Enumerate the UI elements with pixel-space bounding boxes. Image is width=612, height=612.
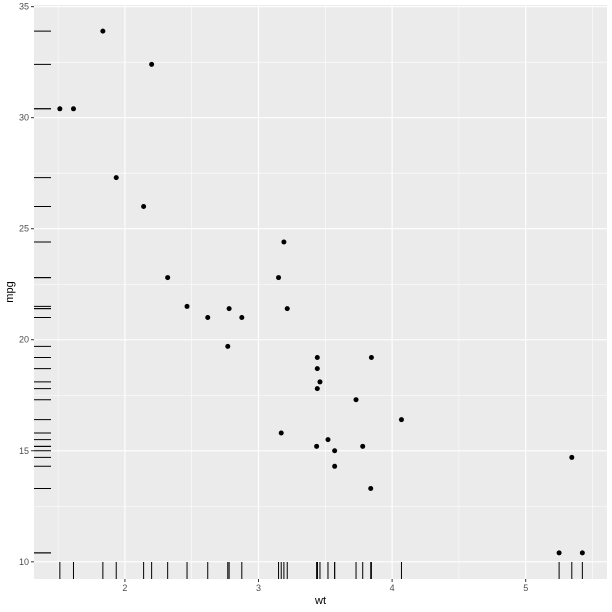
y-tick-labels: 10 15 20 25 30 35 [19, 2, 29, 567]
x-axis-title: wt [314, 595, 326, 607]
data-point [332, 463, 338, 469]
x-tick-label: 2 [122, 583, 127, 593]
data-point [332, 448, 338, 454]
x-tick-label: 5 [523, 583, 528, 593]
data-point [205, 315, 211, 321]
y-tick-label: 35 [19, 2, 29, 12]
data-point [353, 397, 359, 403]
major-gridlines [34, 5, 607, 579]
minor-gridlines [34, 5, 607, 579]
data-point [368, 486, 374, 492]
data-point [314, 443, 320, 449]
data-point [113, 175, 119, 181]
axis-ticks [31, 6, 527, 582]
data-point [70, 106, 76, 112]
data-point [141, 204, 147, 210]
data-point [100, 28, 106, 34]
data-point [317, 379, 323, 385]
data-point [325, 437, 331, 443]
data-point [278, 430, 284, 436]
data-point [314, 366, 320, 372]
y-tick-label: 25 [19, 224, 29, 234]
y-tick-label: 15 [19, 446, 29, 456]
data-point [149, 61, 155, 67]
y-tick-label: 30 [19, 113, 29, 123]
data-point [57, 106, 63, 112]
data-point [368, 355, 374, 361]
data-point [284, 306, 290, 312]
data-point [276, 275, 282, 281]
x-tick-label: 3 [256, 583, 261, 593]
data-points [57, 28, 585, 556]
data-point [579, 550, 585, 556]
y-tick-label: 20 [19, 335, 29, 345]
data-point [556, 550, 562, 556]
x-tick-labels: 2 3 4 5 [122, 583, 528, 593]
data-point [569, 454, 575, 460]
data-point [281, 239, 287, 245]
data-point [314, 386, 320, 392]
data-point [225, 343, 231, 349]
plot-panel [34, 5, 607, 579]
data-point [184, 303, 190, 309]
data-point [226, 306, 232, 312]
y-axis-title: mpg [4, 281, 16, 302]
y-tick-label: 10 [19, 557, 29, 567]
data-point [314, 355, 320, 361]
data-point [165, 275, 171, 281]
x-rug [59, 562, 583, 579]
x-tick-label: 4 [390, 583, 395, 593]
data-point [239, 315, 245, 321]
data-point [360, 443, 366, 449]
y-rug [34, 30, 51, 554]
data-point [398, 417, 404, 423]
